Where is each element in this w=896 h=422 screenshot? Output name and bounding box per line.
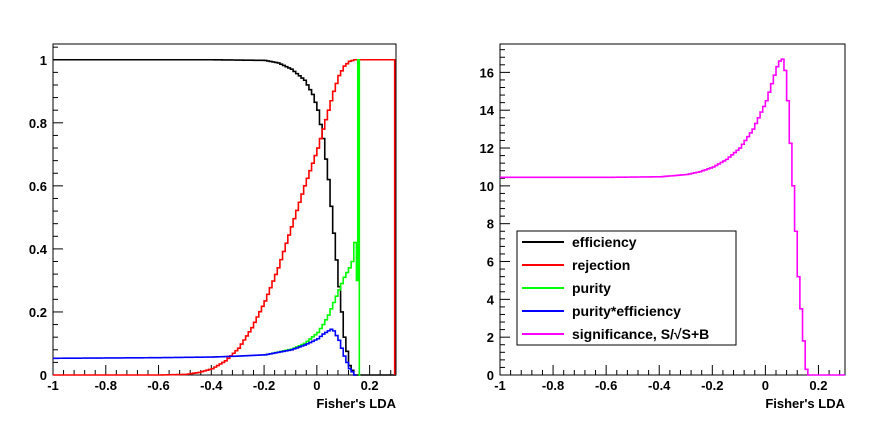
left-plot-efficiency-rejection: -1 -0.8 -0.6 -0.4 -0.2 0 0.2 0 0.2 0.4 0.6 0.8 1 Fish… xyxy=(29,43,397,411)
x-tick-label: -1 xyxy=(494,378,506,393)
right-plot-significance: -1 -0.8 -0.6 -0.4 -0.2 0 0.2 0 2 4 6 8 10 12 14 16 Fishe… xyxy=(480,43,846,411)
y-tick-label: 2 xyxy=(487,330,494,345)
series-line-purity xyxy=(264,58,361,376)
x-tick-label: -0.8 xyxy=(95,378,117,393)
x-axis-label: Fisher's LDA xyxy=(765,396,845,411)
y-tick-label: 8 xyxy=(487,217,494,232)
x-tick-label: 0.2 xyxy=(361,378,379,393)
y-tick-label: 16 xyxy=(480,65,494,80)
x-tick-label: -0.4 xyxy=(648,378,671,393)
y-tick-label: 14 xyxy=(480,103,495,118)
x-tick-label: -0.4 xyxy=(200,378,223,393)
series-line-purity-efficiency xyxy=(53,328,357,376)
legend-label: rejection xyxy=(572,257,630,273)
x-tick-label: -0.2 xyxy=(701,378,723,393)
y-tick-label: 10 xyxy=(480,179,494,194)
y-tick-label: 0 xyxy=(487,368,494,383)
x-tick-label: 0 xyxy=(762,378,769,393)
plot-frame xyxy=(499,43,846,376)
x-tick-label: 0.2 xyxy=(809,378,827,393)
legend-label: purity*efficiency xyxy=(572,303,681,319)
series-line-significance-s-s-b xyxy=(500,58,845,376)
x-axis-label: Fisher's LDA xyxy=(316,396,396,411)
x-tick-label: -0.2 xyxy=(253,378,275,393)
plot-frame xyxy=(52,43,397,376)
y-tick-label: 0.4 xyxy=(29,242,48,257)
y-tick-label: 12 xyxy=(480,141,494,156)
series-line-efficiency xyxy=(53,58,396,376)
series-line-rejection xyxy=(53,58,396,376)
x-tick-label: -0.6 xyxy=(147,378,169,393)
x-tick-label: -0.8 xyxy=(542,378,564,393)
x-tick-label: -0.6 xyxy=(595,378,617,393)
legend-label: efficiency xyxy=(572,234,637,250)
y-tick-label: 0.6 xyxy=(29,179,47,194)
y-tick-label: 4 xyxy=(487,292,495,307)
y-tick-label: 0 xyxy=(40,368,47,383)
x-tick-label: 0 xyxy=(313,378,320,393)
x-tick-label: -1 xyxy=(47,378,59,393)
legend-label: purity xyxy=(572,280,611,296)
y-tick-label: 1 xyxy=(40,53,47,68)
legend-label: significance, S/√S+B xyxy=(572,326,709,342)
y-tick-label: 6 xyxy=(487,255,494,270)
y-tick-label: 0.2 xyxy=(29,305,47,320)
y-tick-label: 0.8 xyxy=(29,116,47,131)
